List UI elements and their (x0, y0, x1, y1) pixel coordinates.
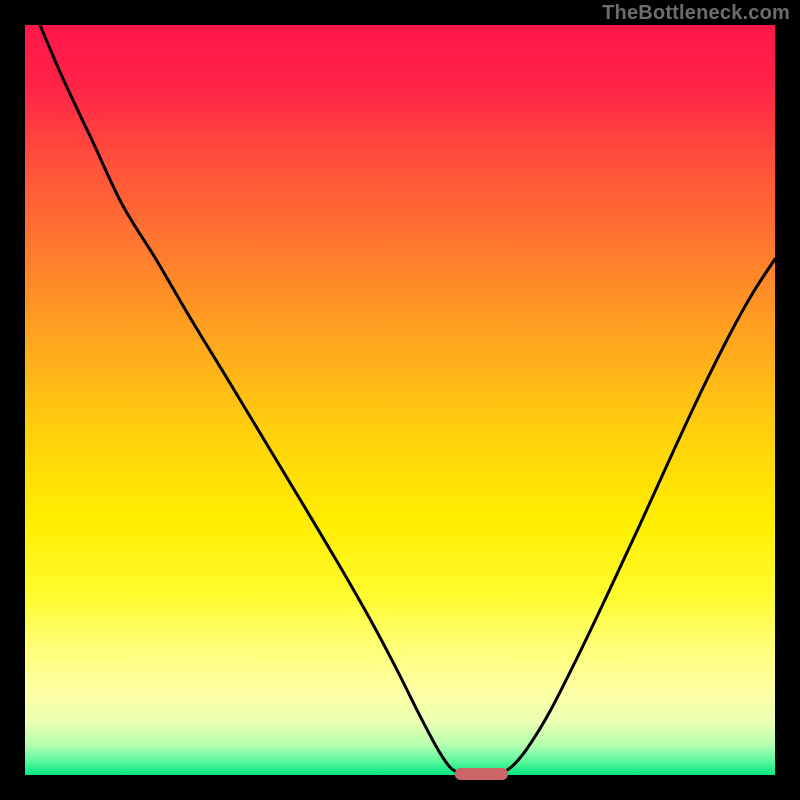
watermark-text: TheBottleneck.com (602, 2, 790, 25)
plot-background (25, 25, 775, 775)
bottom-pill (455, 768, 508, 780)
marker-layer (455, 768, 508, 780)
chart-stage: TheBottleneck.com (0, 0, 800, 800)
bottleneck-chart (0, 0, 800, 800)
